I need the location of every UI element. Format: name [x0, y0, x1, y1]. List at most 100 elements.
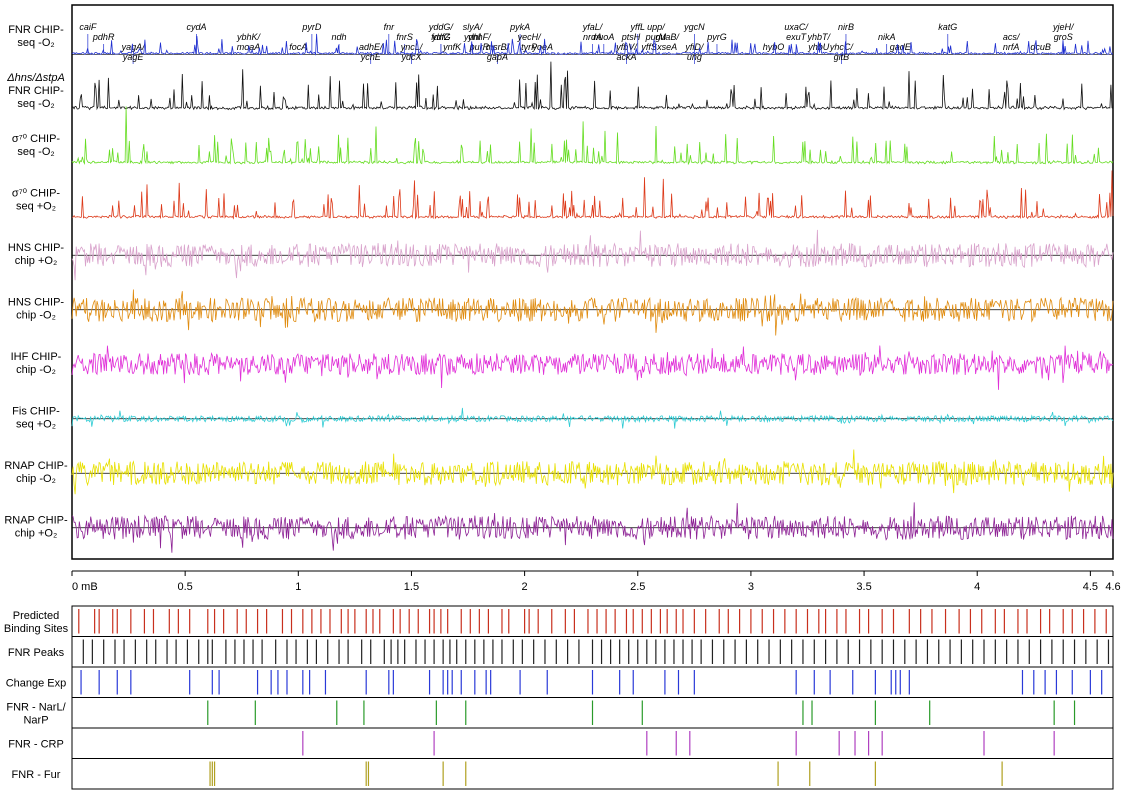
x-tick-label: 4.5: [1083, 581, 1098, 593]
site-track-label: FNR Peaks: [8, 647, 65, 659]
site-track-label: FNR - NarL/: [6, 701, 66, 713]
track-label: FNR CHIP-: [8, 24, 64, 36]
gene-label: dcuB: [1030, 42, 1051, 52]
gene-label: nirB: [838, 22, 854, 32]
gene-label: yffL: [630, 22, 646, 32]
gene-label: xseA: [656, 42, 677, 52]
chip-trace: [71, 502, 1114, 553]
track-label: seq -O₂: [17, 146, 54, 158]
gene-label: hybO: [763, 42, 785, 52]
track-label: chip +O₂: [15, 527, 58, 539]
site-track-label: Change Exp: [6, 677, 67, 689]
gene-label: fdnG: [431, 32, 451, 42]
gene-label: focA: [289, 42, 307, 52]
gene-label: ynfK: [442, 42, 462, 52]
track-label: chip -O₂: [16, 309, 56, 321]
chip-trace: [71, 61, 1114, 111]
gene-label: tyrP: [521, 42, 537, 52]
gene-label: purM: [645, 32, 667, 42]
gene-label: gapA: [487, 52, 508, 62]
gene-label: ydfZ: [431, 32, 450, 42]
x-tick-label: 3.5: [856, 581, 871, 593]
gene-label: acs/: [1003, 32, 1021, 42]
x-tick-label: 4: [974, 581, 980, 593]
gene-label: nuoA: [593, 32, 614, 42]
chip-trace: [71, 407, 1114, 429]
gene-label: ydhI: [463, 32, 482, 42]
gene-label: pdhR: [92, 32, 115, 42]
gene-label: msrB/: [486, 42, 511, 52]
genome-axis: 0 mB 0.5 1 1.5 2 2.5 3 3.5 4 4.5 4.6: [71, 570, 1121, 593]
x-tick-label: 0 mB: [72, 581, 98, 593]
track-label: HNS CHIP-: [8, 242, 65, 254]
gene-label: ung: [687, 52, 702, 62]
gene-label: yjeH/: [1052, 22, 1075, 32]
track-label: σ⁷⁰ CHIP-: [12, 133, 61, 145]
site-track-label: NarP: [23, 714, 48, 726]
gene-label: fnr: [384, 22, 396, 32]
gene-label: fnrS: [396, 32, 413, 42]
chip-trace: [71, 170, 1114, 220]
gene-label: nrfA: [1003, 42, 1020, 52]
gene-label: yfaL/: [582, 22, 604, 32]
gene-label: pyrG: [706, 32, 727, 42]
chip-trace: [71, 449, 1114, 495]
track-label: Δhns/ΔstpA: [6, 72, 65, 84]
site-track-frame: [71, 605, 1114, 637]
gene-label: nikA: [878, 32, 896, 42]
track-label: IHF CHIP-: [11, 351, 62, 363]
gene-label: caiF: [79, 22, 97, 32]
gene-label: adhE/: [359, 42, 384, 52]
x-tick-label: 3: [748, 581, 754, 593]
track-label: seq -O₂: [17, 98, 54, 110]
track-label: chip -O₂: [16, 473, 56, 485]
gene-label: ackA: [616, 52, 636, 62]
track-label: chip -O₂: [16, 364, 56, 376]
gene-label: yncL/: [400, 42, 424, 52]
gene-label: yfbV/: [615, 42, 638, 52]
site-track-label: FNR - CRP: [8, 738, 64, 750]
track-label: seq +O₂: [16, 418, 56, 430]
site-track-frame: [71, 727, 1114, 759]
track-label: RNAP CHIP-: [4, 514, 68, 526]
upper-panel-frame: [71, 4, 1114, 560]
x-tick-label: 4.6: [1105, 581, 1120, 593]
gene-label: yddG/: [428, 22, 455, 32]
x-tick-label: 2.5: [630, 581, 645, 593]
gene-label: slyA/: [463, 22, 484, 32]
site-track-label: Predicted: [13, 610, 59, 622]
track-label: seq +O₂: [16, 200, 56, 212]
gene-label: ptsH: [621, 32, 641, 42]
gene-label: yhcC/: [829, 42, 855, 52]
gene-label: yagA/: [121, 42, 147, 52]
gene-label: upp/: [647, 22, 666, 32]
track-label: Fis CHIP-: [12, 405, 60, 417]
track-label: seq -O₂: [17, 37, 54, 49]
gene-label: gadE: [890, 42, 912, 52]
gene-label: pyrD: [301, 22, 322, 32]
gene-label: ybhK/: [236, 32, 262, 42]
site-track-label: FNR - Fur: [12, 769, 61, 781]
track-label: chip +O₂: [15, 255, 58, 267]
gene-label: ychE: [360, 52, 382, 62]
gene-label: purR: [469, 42, 490, 52]
track-label: FNR CHIP-: [8, 85, 64, 97]
gene-label: ydcX: [400, 52, 422, 62]
track-label: σ⁷⁰ CHIP-: [12, 187, 61, 199]
gene-label: ndh: [332, 32, 347, 42]
gene-label: yoeA: [531, 42, 553, 52]
gene-label: katG: [938, 22, 957, 32]
gene-label: yagE: [122, 52, 145, 62]
gene-label: exuT: [786, 32, 808, 42]
gene-label: nrdA: [583, 32, 602, 42]
track-label: HNS CHIP-: [8, 296, 65, 308]
gene-label: gltB: [834, 52, 850, 62]
gene-label: ygcN: [683, 22, 705, 32]
x-tick-label: 2: [522, 581, 528, 593]
site-track-label: Binding Sites: [4, 623, 69, 635]
x-tick-label: 1.5: [404, 581, 419, 593]
gene-label: groS: [1054, 32, 1073, 42]
